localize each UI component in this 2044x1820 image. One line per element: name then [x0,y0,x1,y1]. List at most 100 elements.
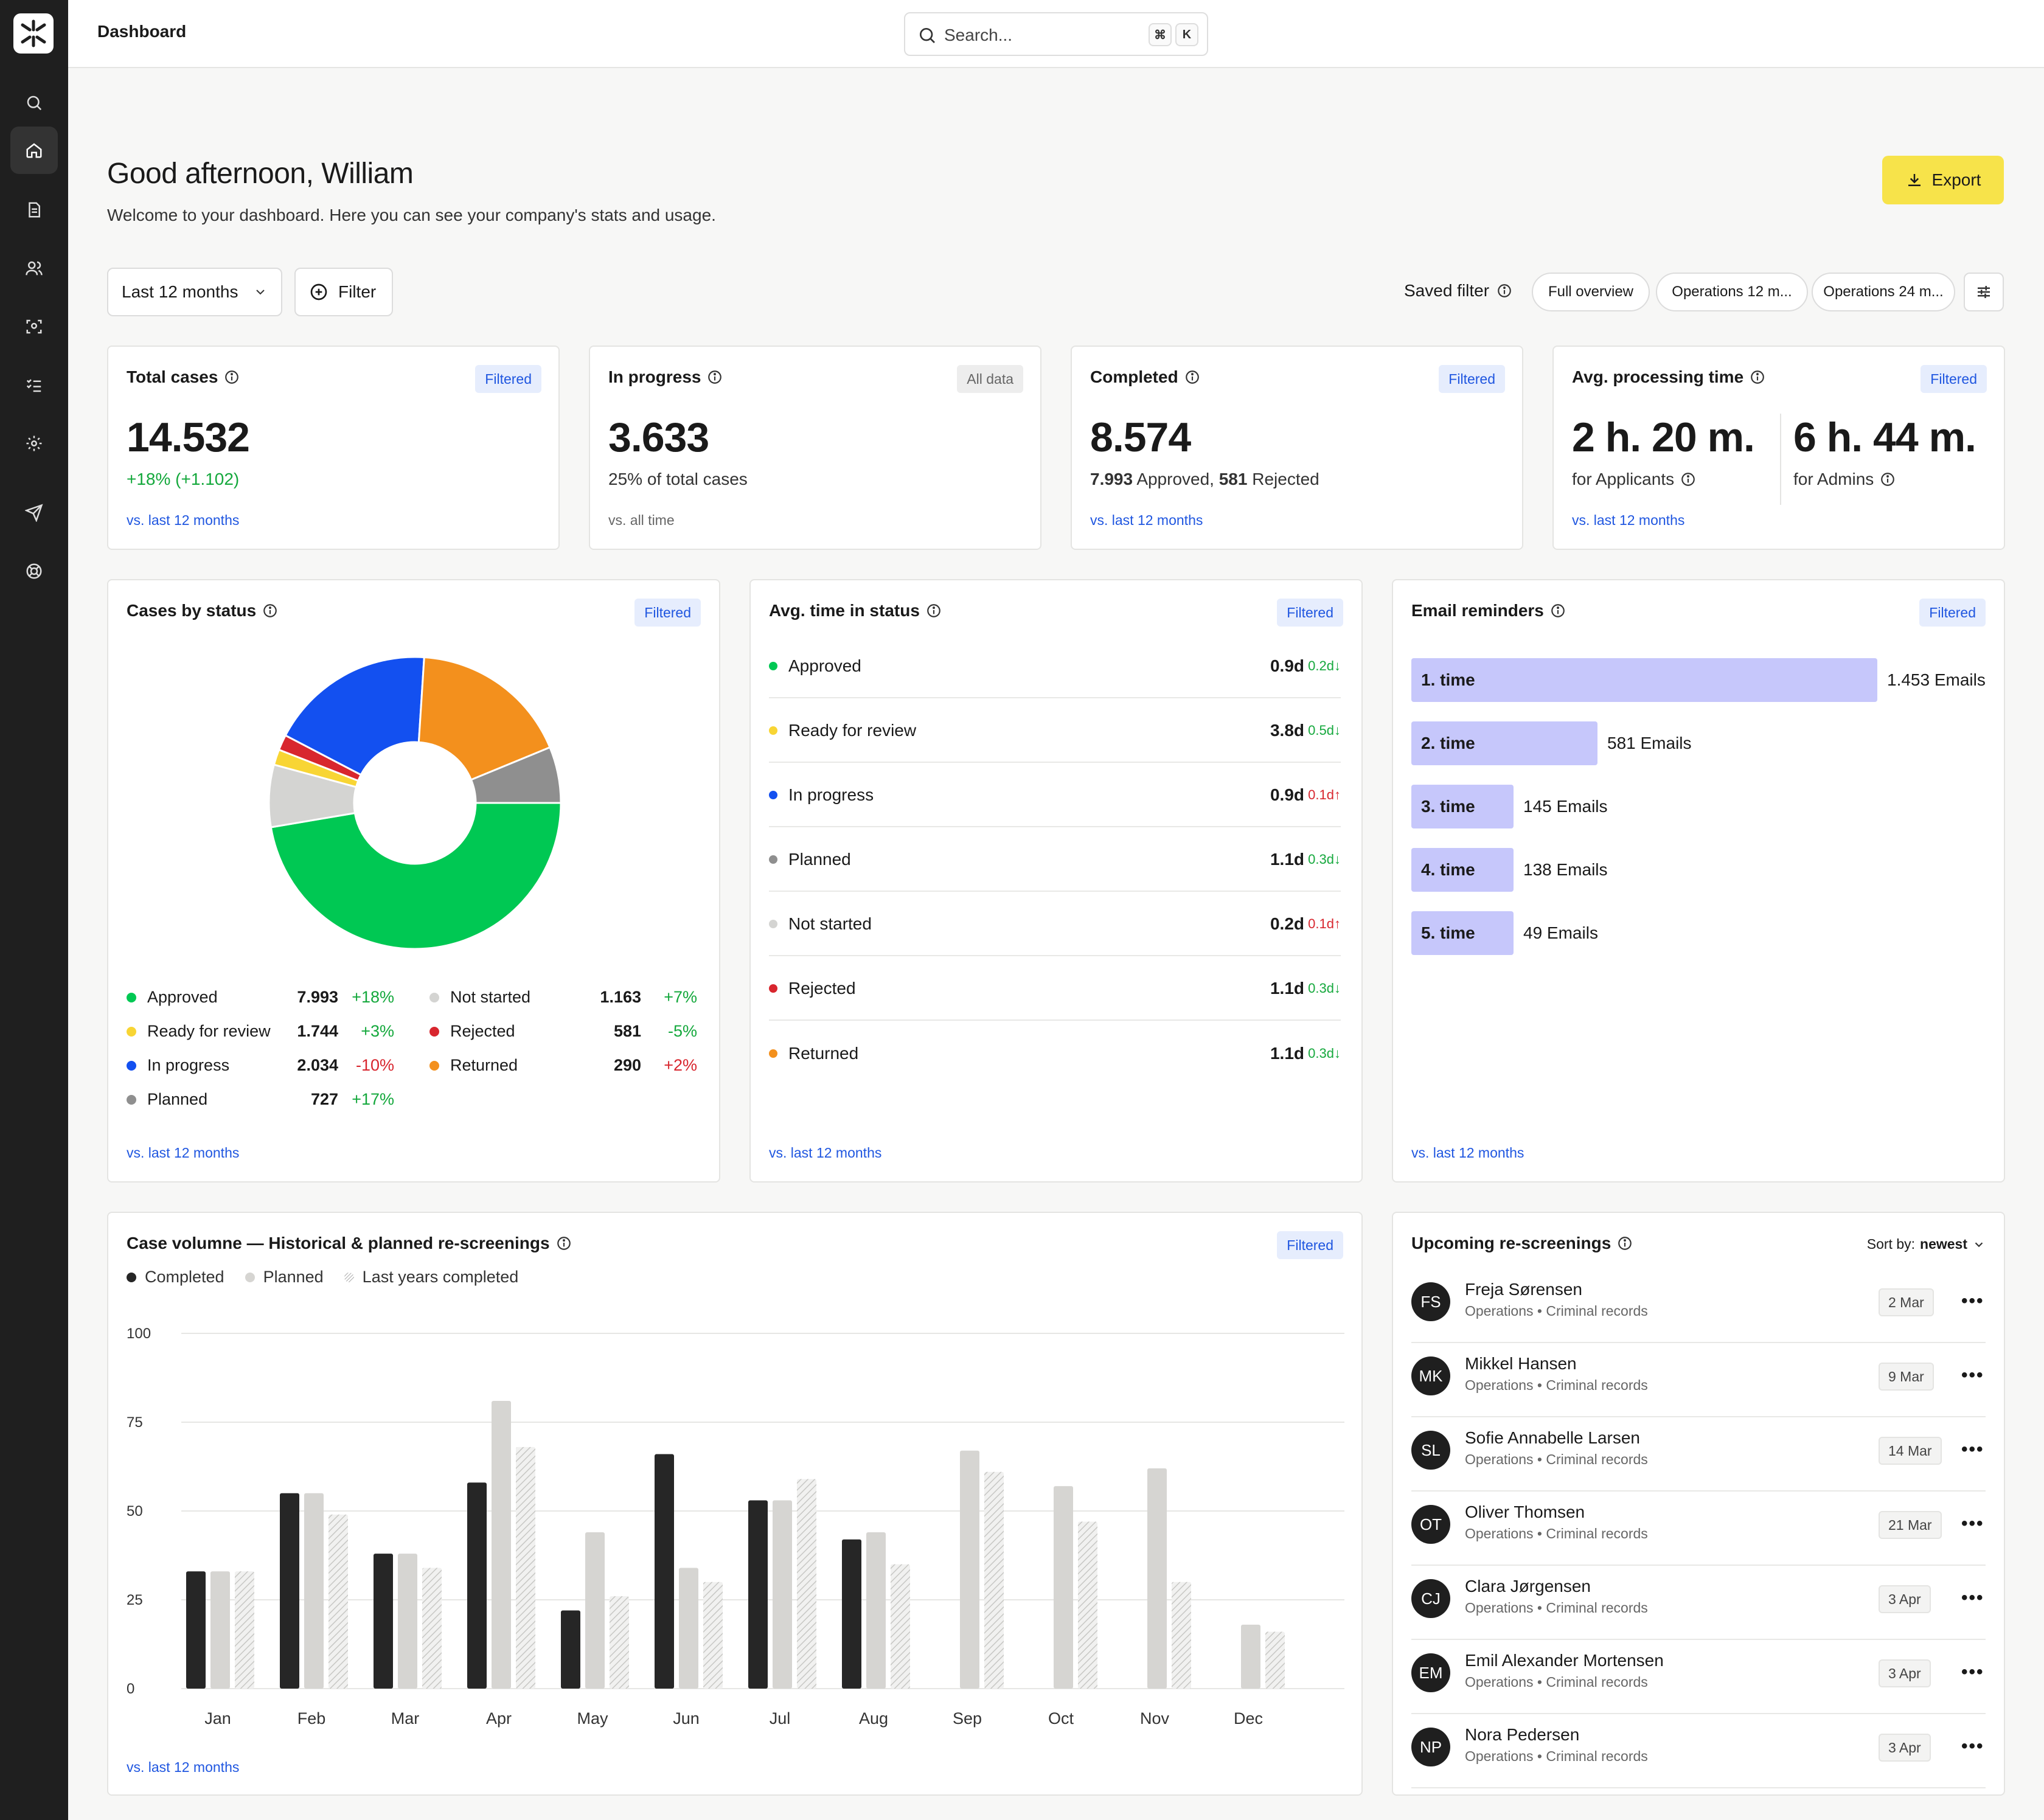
donut-slice[interactable] [269,802,562,950]
export-button[interactable]: Export [1882,156,2004,204]
comparison-link[interactable]: vs. last 12 months [127,1759,240,1775]
bar-last-years-completed[interactable] [235,1571,254,1689]
info-icon[interactable] [926,603,942,619]
app-logo[interactable] [13,13,54,54]
bar-planned[interactable] [1241,1624,1260,1689]
comparison-link[interactable]: vs. last 12 months [127,512,240,528]
rescreening-item[interactable]: FS Freja Sørensen Operations • Criminal re… [1411,1269,1986,1343]
period-select[interactable]: Last 12 months [107,268,282,316]
document-icon[interactable] [10,186,58,234]
face-scan-icon[interactable] [10,303,58,350]
more-options-icon[interactable]: ••• [1961,1365,1984,1385]
bar-last-years-completed[interactable] [422,1568,442,1689]
email-reminder-bar[interactable]: 5. time [1411,911,1514,955]
bar-completed[interactable] [748,1500,768,1689]
bar-last-years-completed[interactable] [703,1582,723,1689]
email-reminder-bar[interactable]: 2. time [1411,721,1597,765]
bar-planned[interactable] [866,1532,886,1689]
email-reminder-bar[interactable]: 4. time [1411,848,1514,892]
donut-slice[interactable] [470,746,562,804]
comparison-link[interactable]: vs. last 12 months [769,1145,882,1161]
comparison-link[interactable]: vs. last 12 months [1572,512,1685,528]
bar-planned[interactable] [1147,1468,1167,1689]
bar-last-years-completed[interactable] [610,1596,629,1689]
info-icon[interactable] [1184,369,1200,385]
comparison-link[interactable]: vs. last 12 months [1411,1145,1524,1161]
comparison-link[interactable]: vs. last 12 months [127,1145,240,1161]
bar-last-years-completed[interactable] [1078,1521,1097,1689]
legend-label: Completed [145,1268,224,1286]
comparison-link[interactable]: vs. last 12 months [1090,512,1203,528]
info-icon[interactable] [1880,471,1896,487]
info-icon[interactable] [1496,283,1512,299]
status-label: Rejected [788,979,856,998]
bar-last-years-completed[interactable] [891,1564,910,1689]
bar-planned[interactable] [210,1571,230,1689]
status-change: +17% [352,1090,394,1108]
bar-planned[interactable] [492,1400,511,1689]
bar-last-years-completed[interactable] [797,1479,816,1689]
checklist-icon[interactable] [10,361,58,409]
donut-slice[interactable] [284,656,425,776]
bar-completed[interactable] [280,1493,299,1689]
donut-slice[interactable] [417,656,551,781]
info-icon[interactable] [1680,471,1696,487]
bar-planned[interactable] [679,1568,698,1689]
rescreening-item[interactable]: SL Sofie Annabelle Larsen Operations • Cri… [1411,1417,1986,1492]
bar-last-years-completed[interactable] [516,1447,535,1689]
filter-settings-button[interactable] [1964,273,2004,311]
help-lifebuoy-icon[interactable] [10,547,58,595]
bar-planned[interactable] [960,1450,979,1689]
rescreening-item[interactable]: EM Emil Alexander Mortensen Operations • C… [1411,1640,1986,1714]
rescreening-item[interactable]: CJ Clara Jørgensen Operations • Criminal r… [1411,1566,1986,1640]
bar-completed[interactable] [561,1610,580,1689]
saved-filter-ops-24m[interactable]: Operations 24 m... [1812,273,1955,311]
home-icon[interactable] [10,127,58,174]
bar-completed[interactable] [467,1482,487,1689]
info-icon[interactable] [224,369,240,385]
saved-filter-ops-12m[interactable]: Operations 12 m... [1656,273,1808,311]
email-reminder-bar[interactable]: 1. time [1411,658,1877,702]
info-icon[interactable] [556,1235,572,1251]
email-reminder-bar[interactable]: 3. time [1411,785,1514,828]
saved-filter-full-overview[interactable]: Full overview [1532,273,1650,311]
info-icon[interactable] [1550,603,1566,619]
bar-last-years-completed[interactable] [984,1471,1004,1689]
info-icon[interactable] [262,603,278,619]
more-options-icon[interactable]: ••• [1961,1439,1984,1459]
users-icon[interactable] [10,245,58,292]
info-icon[interactable] [1750,369,1765,385]
settings-gear-icon[interactable] [10,420,58,467]
more-options-icon[interactable]: ••• [1961,1662,1984,1682]
send-icon[interactable] [10,489,58,537]
bar-completed[interactable] [374,1554,393,1689]
more-options-icon[interactable]: ••• [1961,1736,1984,1756]
rescreening-item[interactable]: MK Mikkel Hansen Operations • Criminal rec… [1411,1343,1986,1417]
rescreening-item[interactable]: NP Nora Pedersen Operations • Criminal rec… [1411,1714,1986,1788]
sort-dropdown[interactable]: Sort by: newest [1867,1236,1986,1252]
bar-planned[interactable] [585,1532,605,1689]
bar-planned[interactable] [1054,1486,1073,1689]
more-options-icon[interactable]: ••• [1961,1513,1984,1533]
search-icon[interactable] [10,79,58,127]
filter-button[interactable]: Filter [294,268,393,316]
more-options-icon[interactable]: ••• [1961,1588,1984,1608]
person-name: Nora Pedersen [1465,1725,1580,1744]
bar-last-years-completed[interactable] [1172,1582,1191,1689]
bar-completed[interactable] [655,1454,674,1689]
bar-completed[interactable] [842,1539,861,1689]
x-tick-label: Sep [953,1709,982,1728]
bar-last-years-completed[interactable] [1265,1631,1285,1689]
person-description: Operations • Criminal records [1465,1748,1648,1764]
bar-planned[interactable] [304,1493,324,1689]
more-options-icon[interactable]: ••• [1961,1291,1984,1311]
admins-label: for Admins [1793,470,1896,489]
bar-planned[interactable] [398,1554,417,1689]
info-icon[interactable] [707,369,723,385]
bar-last-years-completed[interactable] [328,1514,348,1689]
bar-completed[interactable] [186,1571,206,1689]
search-input[interactable]: Search... ⌘ K [904,12,1208,56]
bar-planned[interactable] [773,1500,792,1689]
info-icon[interactable] [1617,1235,1633,1251]
rescreening-item[interactable]: OT Oliver Thomsen Operations • Criminal re… [1411,1492,1986,1566]
